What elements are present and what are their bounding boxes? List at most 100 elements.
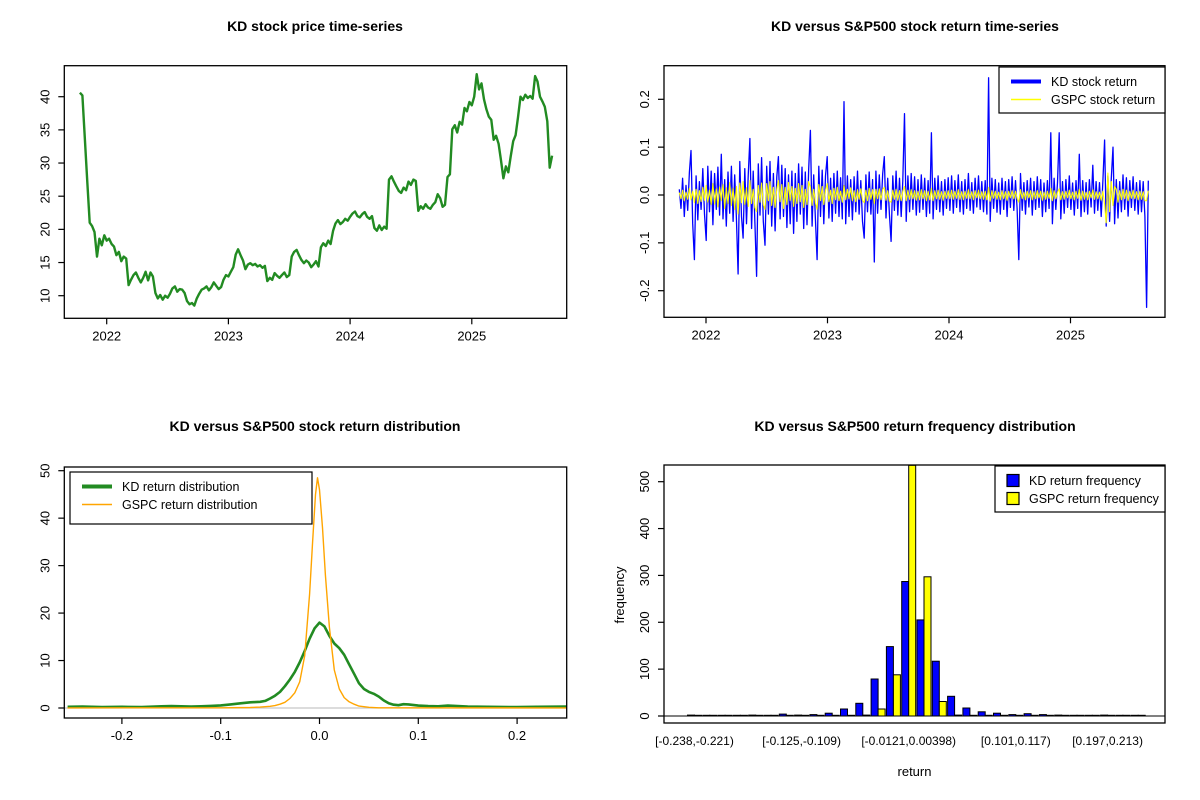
x-bin-label: [0.101,0.117) [981,734,1051,748]
bar-gspc-return-frequency-bin9 [831,714,840,717]
y-tick-label: 50 [37,463,52,477]
y-tick-label: 25 [37,189,52,203]
bar-gspc-return-frequency-bin22 [1030,714,1039,717]
bar-kd-return-frequency-bin27 [1100,714,1109,717]
bar-kd-return-frequency-bin5 [763,714,772,717]
bar-kd-return-frequency-bin28 [1115,714,1124,717]
bar-kd-return-frequency-bin15 [916,619,925,717]
bar-kd-return-frequency-bin29 [1130,714,1139,717]
y-tick-label: 0.2 [637,90,652,108]
return-distribution-title: KD versus S&P500 stock return distributi… [169,418,461,434]
y-tick-label: 15 [37,255,52,269]
plot-box [63,466,568,719]
y-tick-label: 40 [37,89,52,103]
bar-kd-return-frequency-bin8 [809,714,818,717]
bar-kd-return-frequency-bin4 [748,714,757,717]
bar-kd-return-frequency-bin13 [885,646,894,717]
panel-return-timeseries: 2022 2023 2024 2025 -0.2 -0.1 0.0 0.1 0.2 KD stoc… [600,0,1200,400]
x-tick-label: -0.1 [209,728,231,743]
legend-box [69,471,313,525]
x-tick-label: 2025 [1056,327,1085,342]
bar-kd-return-frequency-bin26 [1084,714,1093,717]
bar-kd-return-frequency-bin0 [687,714,695,717]
bar-gspc-return-frequency-bin28 [1122,714,1131,717]
bar-kd-return-frequency-bin18 [962,707,971,717]
bar-gspc-return-frequency-bin4 [755,714,764,717]
x-tick-label: 2022 [692,327,721,342]
plot-box [663,464,1166,724]
return-timeseries-title: KD versus S&P500 stock return time-serie… [771,18,1059,34]
bar-kd-return-frequency-bin19 [977,711,986,717]
bar-kd-return-frequency-bin22 [1023,713,1032,717]
x-tick-label: 0.0 [310,728,328,743]
bar-gspc-return-frequency-bin24 [1061,714,1070,717]
bar-kd-return-frequency-bin20 [993,712,1001,717]
bar-kd-return-frequency-bin9 [824,712,833,717]
plot-box [663,65,1166,318]
legend-label: KD return frequency [1029,474,1142,488]
bar-gspc-return-frequency-bin7 [801,714,810,717]
legend-label: GSPC return frequency [1029,492,1160,506]
series-gspc-return-distribution [67,477,567,709]
bar-gspc-return-frequency-bin29 [1137,714,1146,717]
bar-gspc-return-frequency-bin19 [984,714,993,717]
bar-kd-return-frequency-bin17 [947,695,956,717]
bar-gspc-return-frequency-bin2 [724,714,733,717]
y-tick-label: 30 [37,558,52,572]
bar-kd-return-frequency-bin6 [778,713,787,717]
bar-gspc-return-frequency-bin20 [1000,714,1008,717]
return-frequency-ylabel: frequency [612,566,627,624]
bar-kd-return-frequency-bin21 [1008,714,1017,717]
x-tick-label: 2024 [935,327,964,342]
bar-kd-return-frequency-bin11 [855,702,864,717]
x-tick-label: 2023 [813,327,842,342]
bar-kd-return-frequency-bin1 [702,714,711,717]
y-tick-label: 0.0 [637,186,652,204]
y-tick-label: 400 [637,518,652,540]
x-bin-label: [-0.0121,0.00398) [861,734,956,748]
y-tick-label: 200 [637,611,652,633]
y-tick-label: 10 [37,653,52,667]
price-timeseries-title: KD stock price time-series [227,18,403,34]
y-tick-label: 0.1 [637,138,652,156]
bar-gspc-return-frequency-bin3 [739,714,748,717]
return-timeseries-chart: 2022 2023 2024 2025 -0.2 -0.1 0.0 0.1 0.2 KD stoc… [637,65,1166,342]
bar-gspc-return-frequency-bin23 [1045,714,1054,717]
return-frequency-title: KD versus S&P500 return frequency distri… [754,418,1076,434]
plot-box [63,65,568,319]
y-tick-label: -0.2 [637,279,652,301]
y-tick-label: 0 [637,712,652,719]
x-bin-label: [-0.125,-0.109) [762,734,841,748]
bar-gspc-return-frequency-bin16 [938,701,947,717]
bar-kd-return-frequency-bin7 [794,714,803,717]
bar-gspc-return-frequency-bin10 [847,714,855,717]
bar-gspc-return-frequency-bin1 [709,714,718,717]
bar-kd-return-frequency-bin10 [840,708,848,717]
bar-kd-return-frequency-bin24 [1054,714,1063,717]
legend-swatch [1006,473,1020,488]
y-tick-label: 10 [37,288,52,302]
series-gspc-stock-return [678,172,1149,224]
return-frequency-chart: [-0.238,-0.221) [-0.125,-0.109) [-0.0121,0… [637,464,1166,748]
bar-gspc-return-frequency-bin18 [969,714,978,717]
y-tick-label: 35 [37,123,52,137]
y-tick-label: -0.1 [637,232,652,254]
bar-gspc-return-frequency-bin17 [954,714,963,717]
y-tick-label: 0 [37,704,52,711]
return-distribution-chart: -0.2 -0.1 0.0 0.1 0.2 0 10 20 30 40 50 KD return di… [37,463,568,743]
x-bin-label: [0.197,0.213) [1072,734,1143,748]
legend-box [998,66,1166,114]
x-tick-label: 2022 [92,328,121,343]
bar-gspc-return-frequency-bin11 [862,714,871,717]
series-kd-stock-price [79,72,554,307]
y-tick-label: 500 [637,471,652,493]
y-tick-label: 20 [37,606,52,620]
bar-gspc-return-frequency-bin26 [1091,714,1100,717]
bar-kd-return-frequency-bin12 [870,678,879,717]
legend-label: GSPC stock return [1051,93,1155,107]
bar-gspc-return-frequency-bin8 [816,714,825,717]
x-bin-label: [-0.238,-0.221) [655,734,734,748]
x-tick-label: 2023 [214,328,243,343]
